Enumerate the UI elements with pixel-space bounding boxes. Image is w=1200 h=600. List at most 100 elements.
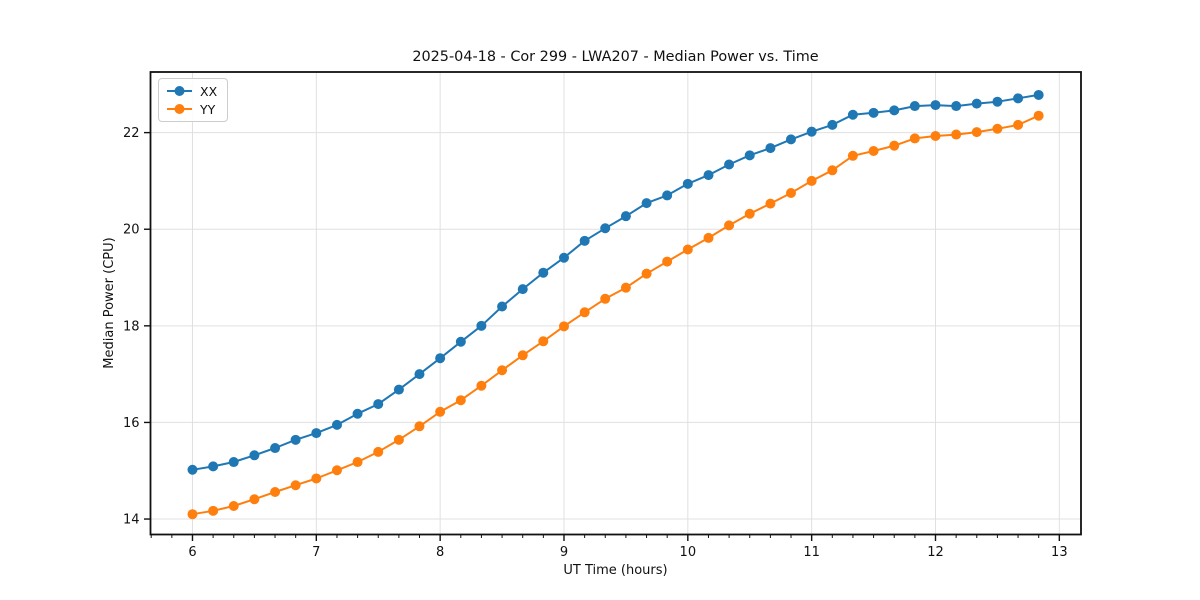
y-tick-label: 18: [123, 319, 140, 334]
data-point-marker-XX: [558, 252, 569, 263]
data-point-marker-YY: [600, 293, 611, 304]
data-point-marker-YY: [703, 232, 714, 243]
data-point-marker-YY: [992, 123, 1003, 134]
data-point-marker-XX: [414, 369, 425, 380]
data-point-marker-XX: [352, 408, 363, 419]
data-point-marker-YY: [414, 421, 425, 432]
data-point-marker-YY: [517, 350, 528, 361]
legend-entry-XX: XX: [166, 83, 217, 99]
data-point-marker-XX: [187, 464, 198, 475]
data-point-marker-XX: [600, 223, 611, 234]
series-line-YY: [192, 114, 1040, 516]
data-point-marker-YY: [1033, 110, 1044, 121]
y-tick-label: 22: [123, 126, 140, 141]
x-tick-label: 10: [680, 545, 697, 560]
data-point-marker-YY: [393, 434, 404, 445]
data-point-marker-XX: [889, 105, 900, 116]
data-point-marker-XX: [1013, 93, 1024, 104]
legend-line-marker-icon: [167, 86, 192, 96]
data-point-marker-XX: [517, 284, 528, 295]
legend-label: YY: [200, 101, 216, 117]
data-point-marker-YY: [187, 509, 198, 520]
data-point-marker-XX: [311, 428, 322, 439]
x-tick-label: 13: [1051, 545, 1068, 560]
data-point-marker-YY: [249, 494, 260, 505]
data-point-marker-XX: [249, 450, 260, 461]
data-point-marker-YY: [682, 244, 693, 255]
data-point-marker-XX: [579, 235, 590, 246]
data-point-marker-YY: [1013, 119, 1024, 130]
data-point-marker-YY: [497, 365, 508, 376]
data-point-marker-XX: [703, 170, 714, 181]
data-point-marker-YY: [889, 140, 900, 151]
x-tick-label: 12: [927, 545, 944, 560]
data-point-marker-XX: [765, 143, 776, 154]
x-tick-label: 7: [312, 545, 320, 560]
data-point-marker-YY: [744, 208, 755, 219]
legend-entry-YY: YY: [166, 101, 217, 117]
data-point-marker-XX: [909, 101, 920, 112]
data-point-marker-YY: [476, 380, 487, 391]
data-point-marker-YY: [311, 473, 322, 484]
data-point-marker-XX: [971, 98, 982, 109]
y-tick-label: 14: [123, 513, 140, 528]
x-tick-label: 6: [188, 545, 196, 560]
data-point-marker-XX: [373, 399, 384, 410]
data-point-marker-YY: [827, 165, 838, 176]
data-point-marker-YY: [785, 187, 796, 198]
data-point-marker-XX: [538, 267, 549, 278]
data-point-marker-XX: [290, 434, 301, 445]
data-point-marker-XX: [476, 320, 487, 331]
data-point-marker-XX: [228, 457, 239, 468]
data-point-marker-XX: [682, 178, 693, 189]
data-point-marker-XX: [331, 419, 342, 430]
data-point-marker-XX: [455, 336, 466, 347]
data-point-marker-YY: [868, 145, 879, 156]
data-point-marker-XX: [662, 190, 673, 201]
data-point-marker-XX: [992, 96, 1003, 107]
data-point-marker-XX: [724, 159, 735, 170]
data-point-marker-YY: [930, 131, 941, 142]
y-tick-label: 16: [123, 416, 140, 431]
data-point-marker-XX: [208, 461, 219, 472]
y-tick-label: 20: [123, 223, 140, 238]
plot-border: [149, 71, 1082, 536]
data-point-marker-YY: [455, 395, 466, 406]
data-point-marker-YY: [579, 307, 590, 318]
legend-line-marker-icon: [167, 104, 192, 114]
data-point-marker-XX: [868, 107, 879, 118]
data-point-marker-YY: [662, 256, 673, 267]
y-axis-label: Median Power (CPU): [102, 237, 117, 369]
data-point-marker-XX: [620, 211, 631, 222]
data-point-marker-YY: [538, 336, 549, 347]
data-point-marker-YY: [951, 129, 962, 140]
data-point-marker-XX: [1033, 89, 1044, 100]
data-point-marker-XX: [744, 150, 755, 161]
data-point-marker-YY: [909, 133, 920, 144]
data-point-marker-XX: [785, 134, 796, 145]
data-point-marker-YY: [270, 486, 281, 497]
data-point-marker-YY: [847, 150, 858, 161]
x-tick-label: 9: [560, 545, 568, 560]
data-point-marker-YY: [765, 198, 776, 209]
data-point-marker-XX: [641, 198, 652, 209]
data-point-marker-YY: [724, 220, 735, 231]
data-point-marker-XX: [827, 119, 838, 130]
data-point-marker-XX: [270, 443, 281, 454]
data-point-marker-XX: [497, 301, 508, 312]
data-point-marker-YY: [373, 446, 384, 457]
data-point-marker-YY: [806, 175, 817, 186]
data-point-marker-YY: [290, 480, 301, 491]
data-point-marker-XX: [951, 101, 962, 112]
data-point-marker-XX: [435, 353, 446, 364]
data-point-marker-YY: [352, 457, 363, 468]
x-tick-label: 11: [803, 545, 820, 560]
data-point-marker-YY: [558, 321, 569, 332]
data-point-marker-YY: [641, 268, 652, 279]
data-point-marker-XX: [930, 100, 941, 111]
data-point-marker-YY: [208, 505, 219, 516]
data-point-marker-YY: [435, 406, 446, 417]
data-point-marker-YY: [971, 127, 982, 138]
data-point-marker-YY: [228, 501, 239, 512]
